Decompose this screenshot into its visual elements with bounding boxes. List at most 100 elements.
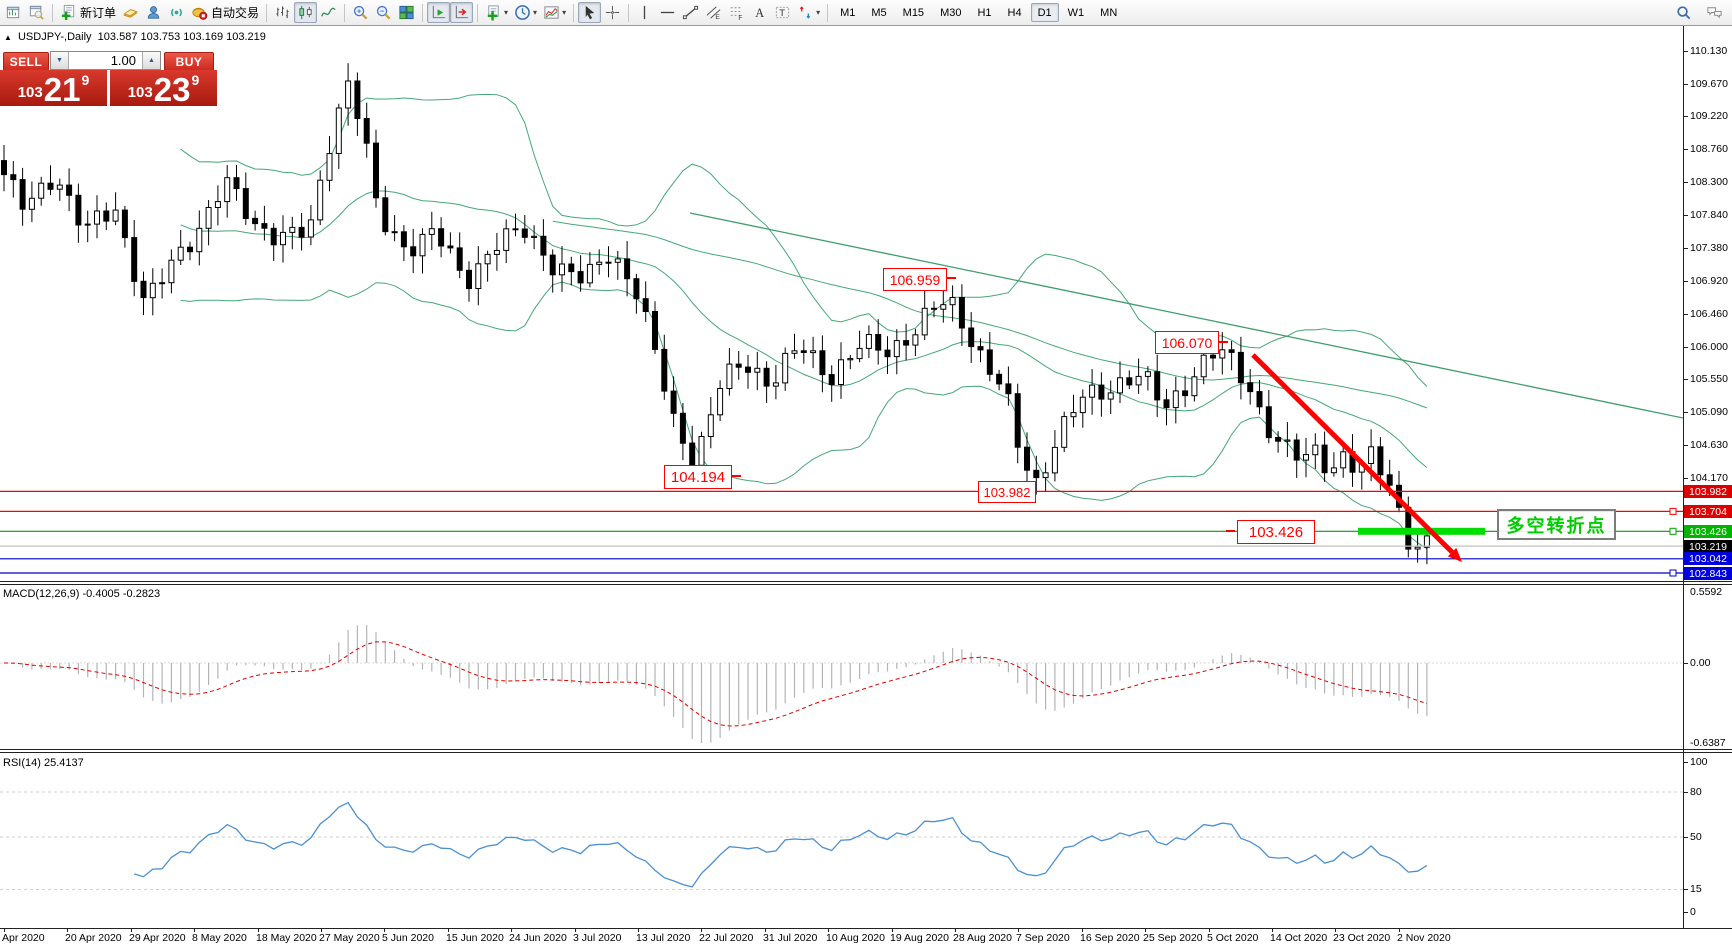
- auto-scroll-icon[interactable]: [427, 2, 451, 23]
- line-handle[interactable]: [1669, 527, 1677, 535]
- date-label[interactable]: 7 Sep 2020: [1016, 932, 1070, 944]
- line-handle[interactable]: [1669, 507, 1677, 515]
- candle-body: [1247, 382, 1254, 393]
- trendline-icon[interactable]: [679, 2, 702, 23]
- candle-body: [1303, 454, 1309, 461]
- line-handle[interactable]: [1669, 569, 1677, 577]
- new-chart-icon[interactable]: [2, 2, 25, 23]
- date-label[interactable]: 28 Aug 2020: [953, 932, 1012, 944]
- descending-trendline[interactable]: [689, 212, 1683, 419]
- support-highlight-bar[interactable]: [1358, 527, 1485, 535]
- date-label[interactable]: 3 Jul 2020: [573, 932, 622, 944]
- volume-increase-button[interactable]: ▲: [142, 52, 160, 69]
- horizontal-line-icon[interactable]: [656, 2, 679, 23]
- price-label-103.426[interactable]: 103.426: [1237, 520, 1315, 544]
- date-label[interactable]: 29 Apr 2020: [129, 932, 186, 944]
- zoom-out-icon[interactable]: [372, 2, 395, 23]
- pane-divider[interactable]: [0, 581, 1732, 582]
- autotrading-button[interactable]: 自动交易: [188, 2, 262, 23]
- new-order-button[interactable]: 新订单: [57, 2, 119, 23]
- community-icon[interactable]: [142, 2, 165, 23]
- search-icon[interactable]: [1672, 2, 1695, 23]
- timeframe-w1-button[interactable]: W1: [1061, 3, 1092, 22]
- buy-quote-panel[interactable]: 103 23 9: [110, 70, 217, 106]
- arrows-icon-dropdown[interactable]: ▾: [816, 8, 821, 17]
- date-label[interactable]: 5 Jun 2020: [382, 932, 434, 944]
- pane-divider[interactable]: [0, 749, 1732, 750]
- timeframe-m15-button[interactable]: M15: [896, 3, 931, 22]
- buy-button[interactable]: BUY: [164, 52, 214, 71]
- timeframe-m5-button[interactable]: M5: [864, 3, 893, 22]
- tile-windows-icon[interactable]: [395, 2, 418, 23]
- date-label[interactable]: 20 Apr 2020: [65, 932, 122, 944]
- periods-icon[interactable]: ▾: [511, 2, 540, 23]
- timeframe-m1-button[interactable]: M1: [833, 3, 862, 22]
- volume-decrease-button[interactable]: ▼: [51, 52, 69, 69]
- candle-body: [224, 177, 231, 203]
- timeframe-m30-button[interactable]: M30: [933, 3, 968, 22]
- line-chart-icon[interactable]: [317, 2, 340, 23]
- candle-body: [1368, 446, 1375, 464]
- market-icon[interactable]: [119, 2, 142, 23]
- date-label[interactable]: 13 Jul 2020: [636, 932, 691, 944]
- symbol-period-label: USDJPY-,Daily: [17, 31, 92, 43]
- date-label[interactable]: 16 Sep 2020: [1080, 932, 1140, 944]
- bollinger-ma-line: [180, 281, 1428, 550]
- date-label[interactable]: 23 Oct 2020: [1333, 932, 1391, 944]
- price-label-106.070[interactable]: 106.070: [1155, 331, 1219, 354]
- signals-icon[interactable]: [165, 2, 188, 23]
- text-label-icon[interactable]: T: [771, 2, 794, 23]
- volume-value[interactable]: 1.00: [110, 53, 136, 68]
- candle-body: [810, 350, 817, 354]
- candle-body: [986, 349, 993, 375]
- zoom-in-icon[interactable]: [349, 2, 372, 23]
- vertical-line-icon[interactable]: [633, 2, 656, 23]
- timeframe-d1-button[interactable]: D1: [1030, 3, 1059, 22]
- date-label[interactable]: 24 Jun 2020: [509, 932, 567, 944]
- candlestick-chart-icon[interactable]: [294, 2, 318, 23]
- fibonacci-icon[interactable]: F: [725, 2, 748, 23]
- sell-quote-panel[interactable]: 103 21 9: [0, 70, 107, 106]
- periods-icon-dropdown[interactable]: ▾: [533, 8, 538, 17]
- date-label[interactable]: 2 Nov 2020: [1397, 932, 1451, 944]
- candle-body: [958, 297, 965, 329]
- bar-chart-icon[interactable]: [271, 2, 294, 23]
- indicators-icon-dropdown[interactable]: ▾: [504, 8, 509, 17]
- indicators-icon[interactable]: ▾: [482, 2, 511, 23]
- date-label[interactable]: 27 May 2020: [319, 932, 380, 944]
- date-label[interactable]: 10 Aug 2020: [826, 932, 885, 944]
- date-label[interactable]: Apr 2020: [2, 932, 45, 944]
- profiles-icon[interactable]: [25, 2, 48, 23]
- candle-body: [559, 263, 565, 276]
- date-label[interactable]: 25 Sep 2020: [1143, 932, 1203, 944]
- downtrend-arrow[interactable]: [1251, 353, 1454, 554]
- price-label-106.959[interactable]: 106.959: [883, 268, 947, 291]
- timeframe-h4-button[interactable]: H4: [1001, 3, 1029, 22]
- date-label[interactable]: 31 Jul 2020: [763, 932, 818, 944]
- timeframe-mn-button[interactable]: MN: [1093, 3, 1124, 22]
- templates-icon[interactable]: ▾: [540, 2, 569, 23]
- date-label[interactable]: 22 Jul 2020: [699, 932, 754, 944]
- date-label[interactable]: 15 Jun 2020: [446, 932, 504, 944]
- toolbar-separator: [573, 3, 575, 22]
- price-label-103.982[interactable]: 103.982: [978, 481, 1036, 503]
- price-label-104.194[interactable]: 104.194: [664, 465, 732, 489]
- text-icon[interactable]: A: [748, 2, 771, 23]
- templates-icon-dropdown[interactable]: ▾: [562, 8, 567, 17]
- one-click-collapse-arrow[interactable]: ▲: [4, 33, 12, 42]
- date-label[interactable]: 18 May 2020: [256, 932, 317, 944]
- date-label[interactable]: 14 Oct 2020: [1270, 932, 1328, 944]
- turning-point-annotation[interactable]: 多空转折点: [1497, 509, 1616, 540]
- arrows-icon[interactable]: ▾: [794, 2, 823, 23]
- timeframe-h1-button[interactable]: H1: [970, 3, 998, 22]
- date-label[interactable]: 5 Oct 2020: [1207, 932, 1259, 944]
- date-label[interactable]: 8 May 2020: [192, 932, 247, 944]
- date-label[interactable]: 19 Aug 2020: [890, 932, 949, 944]
- equidistant-channel-icon[interactable]: E: [702, 2, 725, 23]
- cursor-icon[interactable]: [578, 2, 602, 23]
- chat-icon[interactable]: [1703, 2, 1726, 23]
- sell-button[interactable]: SELL: [3, 52, 49, 71]
- crosshair-icon[interactable]: [601, 2, 624, 23]
- chart-shift-icon[interactable]: [450, 2, 474, 23]
